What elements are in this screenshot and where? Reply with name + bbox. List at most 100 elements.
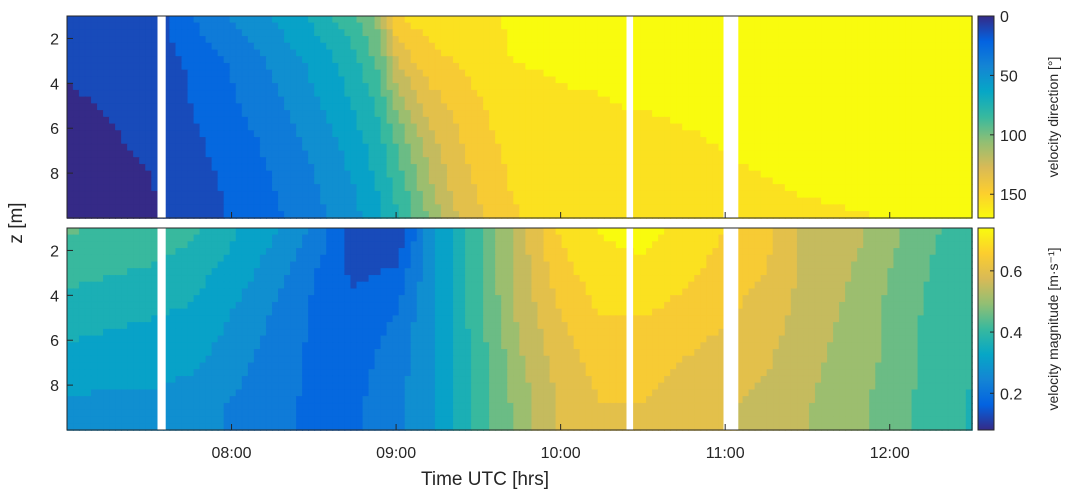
field-cell — [465, 143, 472, 152]
field-cell — [217, 157, 225, 165]
field-cell — [241, 163, 249, 172]
field-cell — [483, 89, 491, 98]
field-cell — [223, 110, 231, 118]
field-cell — [603, 157, 611, 165]
field-cell — [537, 227, 545, 236]
field-cell — [103, 42, 110, 51]
field-cell — [597, 234, 605, 243]
field-cell — [151, 89, 159, 98]
field-cell — [398, 69, 406, 78]
field-cell — [766, 110, 774, 118]
field-cell — [284, 22, 291, 31]
field-cell — [145, 22, 153, 31]
field-cell — [368, 29, 376, 37]
field-cell — [452, 96, 460, 105]
field-cell — [929, 42, 937, 51]
field-cell — [585, 110, 593, 118]
field-cell — [151, 150, 159, 159]
field-cell — [205, 248, 213, 256]
field-cell — [103, 56, 110, 64]
field-cell — [567, 177, 575, 186]
field-cell — [284, 184, 291, 192]
field-cell — [459, 197, 466, 206]
field-cell — [193, 130, 201, 138]
field-cell — [700, 110, 708, 118]
field-cell — [489, 62, 497, 71]
field-cell — [923, 150, 931, 159]
field-cell — [422, 227, 430, 236]
field-cell — [633, 36, 641, 44]
field-cell — [875, 22, 883, 31]
field-cell — [265, 96, 273, 105]
field-cell — [495, 143, 503, 152]
field-cell — [434, 62, 442, 71]
field-cell — [808, 190, 816, 199]
field-cell — [507, 163, 515, 172]
field-cell — [459, 130, 466, 138]
field-cell — [827, 29, 834, 37]
field-cell — [211, 197, 219, 206]
field-cell — [483, 130, 491, 138]
field-cell — [199, 234, 207, 243]
field-cell — [386, 76, 394, 85]
field-cell — [66, 137, 74, 145]
field-cell — [332, 36, 340, 44]
field-cell — [72, 137, 80, 145]
field-cell — [368, 103, 376, 112]
field-cell — [646, 204, 653, 213]
field-cell — [748, 110, 756, 118]
field-cell — [302, 49, 310, 58]
field-cell — [821, 62, 828, 71]
field-cell — [187, 15, 195, 24]
field-cell — [869, 62, 877, 71]
field-cell — [839, 204, 847, 213]
field-cell — [633, 69, 641, 78]
field-cell — [139, 29, 147, 37]
field-cell — [271, 163, 279, 172]
field-cell — [549, 241, 557, 249]
field-cell — [211, 110, 219, 118]
field-cell — [567, 49, 575, 58]
field-cell — [139, 227, 147, 236]
field-cell — [525, 89, 533, 98]
field-cell — [386, 56, 394, 64]
field-cell — [778, 83, 786, 91]
field-cell — [338, 123, 346, 132]
field-cell — [97, 137, 104, 145]
field-cell — [66, 143, 74, 152]
direction-x-tick-marks — [231, 212, 891, 218]
field-cell — [748, 96, 756, 105]
field-cell — [483, 15, 491, 24]
field-cell — [959, 130, 967, 138]
field-cell — [72, 62, 80, 71]
field-cell — [869, 137, 877, 145]
field-cell — [682, 241, 690, 249]
field-cell — [205, 110, 213, 118]
field-cell — [139, 42, 147, 51]
field-cell — [217, 190, 225, 199]
field-cell — [911, 234, 919, 243]
field-cell — [591, 184, 599, 192]
field-cell — [259, 241, 267, 249]
field-cell — [440, 177, 448, 186]
field-cell — [911, 49, 919, 58]
field-cell — [416, 29, 424, 37]
field-cell — [428, 150, 436, 159]
field-cell — [483, 190, 491, 199]
field-cell — [796, 42, 804, 51]
field-cell — [314, 96, 322, 105]
field-cell — [259, 197, 267, 206]
field-cell — [452, 56, 460, 64]
field-cell — [760, 170, 768, 179]
field-cell — [947, 69, 955, 78]
field-cell — [350, 103, 358, 112]
field-cell — [265, 143, 273, 152]
field-cell — [495, 170, 503, 179]
field-cell — [338, 42, 346, 51]
field-cell — [398, 130, 406, 138]
field-cell — [235, 49, 243, 58]
field-cell — [754, 96, 762, 105]
field-cell — [905, 204, 913, 213]
field-cell — [187, 42, 195, 51]
